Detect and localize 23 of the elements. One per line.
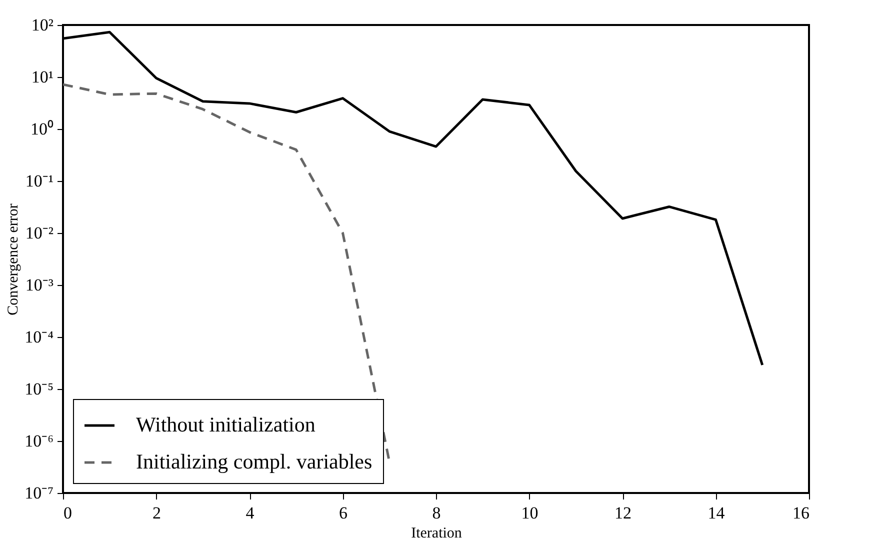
x-tick-label: 8 — [432, 504, 441, 522]
y-tick-label: 10¹ — [31, 68, 54, 86]
y-tick-label: 10⁻⁷ — [24, 484, 54, 502]
x-tick-label: 16 — [792, 504, 810, 522]
x-tick-label: 6 — [339, 504, 348, 522]
y-tick-label: 10⁻⁴ — [24, 328, 54, 346]
x-tick-label: 4 — [246, 504, 255, 522]
x-tick-label: 14 — [708, 504, 726, 522]
y-tick-label: 10² — [31, 16, 54, 34]
y-axis-title: Convergence error — [6, 204, 22, 316]
y-tick-label: 10⁻⁵ — [24, 380, 54, 398]
y-tick-label: 10⁻³ — [25, 276, 54, 294]
legend-label: Initializing compl. variables — [136, 450, 372, 474]
y-tick-label: 10⁻² — [25, 224, 54, 242]
x-tick-label: 12 — [614, 504, 632, 522]
x-axis-title: Iteration — [411, 526, 462, 542]
legend-label: Without initialization — [136, 412, 316, 436]
y-tick-label: 10⁰ — [30, 120, 54, 138]
x-tick-label: 2 — [152, 504, 161, 522]
x-tick-label: 0 — [64, 504, 72, 522]
y-tick-label: 10⁻⁶ — [24, 432, 54, 450]
x-tick-label: 10 — [521, 504, 538, 522]
y-tick-label: 10⁻¹ — [25, 172, 54, 190]
